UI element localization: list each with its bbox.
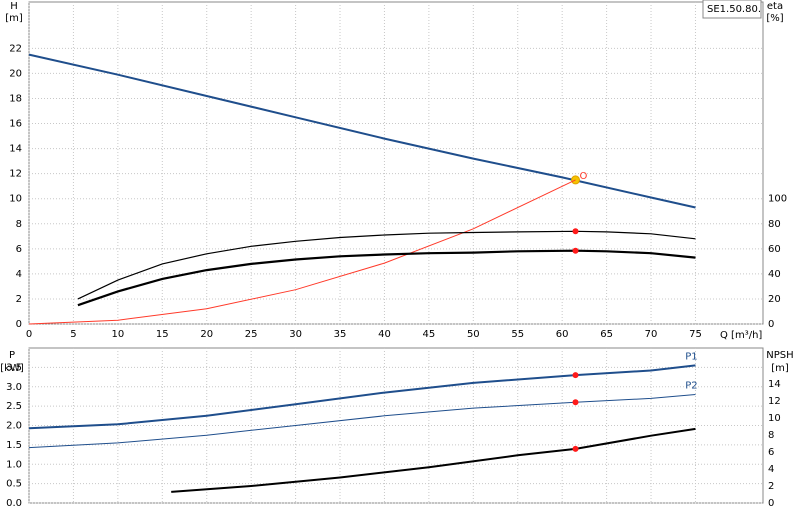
- y-tick-label: 1.0: [6, 459, 22, 470]
- y-tick-label: 2.0: [6, 421, 22, 432]
- y2-label: eta: [767, 1, 783, 12]
- y2-tick-label: 20: [768, 294, 781, 305]
- curve: [77, 230, 696, 300]
- y2-tick-label: 8: [768, 430, 774, 441]
- curve: [28, 364, 696, 430]
- curve: [28, 394, 696, 449]
- duty-point: [572, 228, 579, 235]
- x-tick-label: 0: [26, 329, 32, 340]
- y-tick-label: 20: [9, 68, 22, 79]
- y-unit: [kW]: [0, 363, 24, 374]
- curve-label: P2: [685, 381, 697, 392]
- y-tick-label: 3.0: [6, 382, 22, 393]
- x-tick-label: 50: [467, 329, 480, 340]
- y-tick-label: 6: [16, 244, 22, 255]
- model-box: [702, 0, 762, 19]
- y2-tick-label: 6: [768, 447, 774, 458]
- y-unit: [m]: [5, 13, 23, 24]
- x-label: Q [m³/h]: [720, 330, 762, 341]
- model-label: SE1.50.80.: [707, 4, 761, 15]
- x-tick-label: 65: [600, 329, 613, 340]
- duty-point: [572, 399, 579, 406]
- y-tick-label: 16: [9, 119, 22, 130]
- y2-tick-label: 14: [768, 379, 781, 390]
- y2-tick-label: 12: [768, 396, 781, 407]
- curve: [28, 179, 576, 325]
- top-frame: [28, 1, 764, 325]
- x-tick-label: 55: [511, 329, 524, 340]
- x-tick-label: 40: [378, 329, 391, 340]
- x-tick-label: 30: [289, 329, 302, 340]
- y-tick-label: 4: [16, 269, 22, 280]
- duty-point: [572, 445, 579, 452]
- y2-tick-label: 4: [768, 464, 774, 475]
- y-tick-label: 0.0: [6, 498, 22, 509]
- y-tick-label: 0: [16, 319, 22, 330]
- y2-tick-label: 100: [768, 194, 787, 205]
- y2-tick-label: 2: [768, 481, 774, 492]
- x-tick-label: 70: [645, 329, 658, 340]
- y2-tick-label: 60: [768, 244, 781, 255]
- duty-point: [572, 372, 579, 379]
- y2-label: NPSH: [766, 350, 793, 361]
- y2-tick-label: 40: [768, 269, 781, 280]
- y-label: H: [10, 1, 18, 12]
- y-tick-label: 0.5: [6, 479, 22, 490]
- y-tick-label: 14: [9, 144, 22, 155]
- duty-label: O: [580, 171, 588, 182]
- curve: [28, 53, 696, 209]
- x-tick-label: 10: [111, 329, 124, 340]
- y-tick-label: 18: [9, 93, 22, 104]
- x-tick-label: 75: [689, 329, 702, 340]
- x-tick-label: 20: [200, 329, 213, 340]
- y-tick-label: 22: [9, 43, 22, 54]
- y-tick-label: 2: [16, 294, 22, 305]
- y2-unit: [%]: [766, 13, 783, 24]
- x-tick-label: 60: [556, 329, 569, 340]
- y-tick-label: 12: [9, 169, 22, 180]
- y2-tick-label: 0: [768, 319, 774, 330]
- y-tick-label: 10: [9, 194, 22, 205]
- y2-tick-label: 10: [768, 413, 781, 424]
- y-tick-label: 2.5: [6, 401, 22, 412]
- curve: [171, 427, 696, 493]
- curve: [77, 249, 696, 307]
- duty-point: [572, 247, 579, 254]
- y2-unit: [m]: [771, 363, 789, 374]
- y-tick-label: 8: [16, 219, 22, 230]
- curve-label: P1: [685, 351, 697, 362]
- y-tick-label: 1.5: [6, 440, 22, 451]
- x-tick-label: 25: [245, 329, 258, 340]
- y-label: P: [9, 350, 15, 361]
- y2-tick-label: 80: [768, 219, 781, 230]
- x-tick-label: 35: [334, 329, 347, 340]
- x-tick-label: 45: [423, 329, 436, 340]
- y-tick-label: 3.5: [6, 362, 22, 373]
- x-tick-label: 5: [70, 329, 76, 340]
- x-tick-label: 15: [156, 329, 169, 340]
- y2-tick-label: 0: [768, 498, 774, 509]
